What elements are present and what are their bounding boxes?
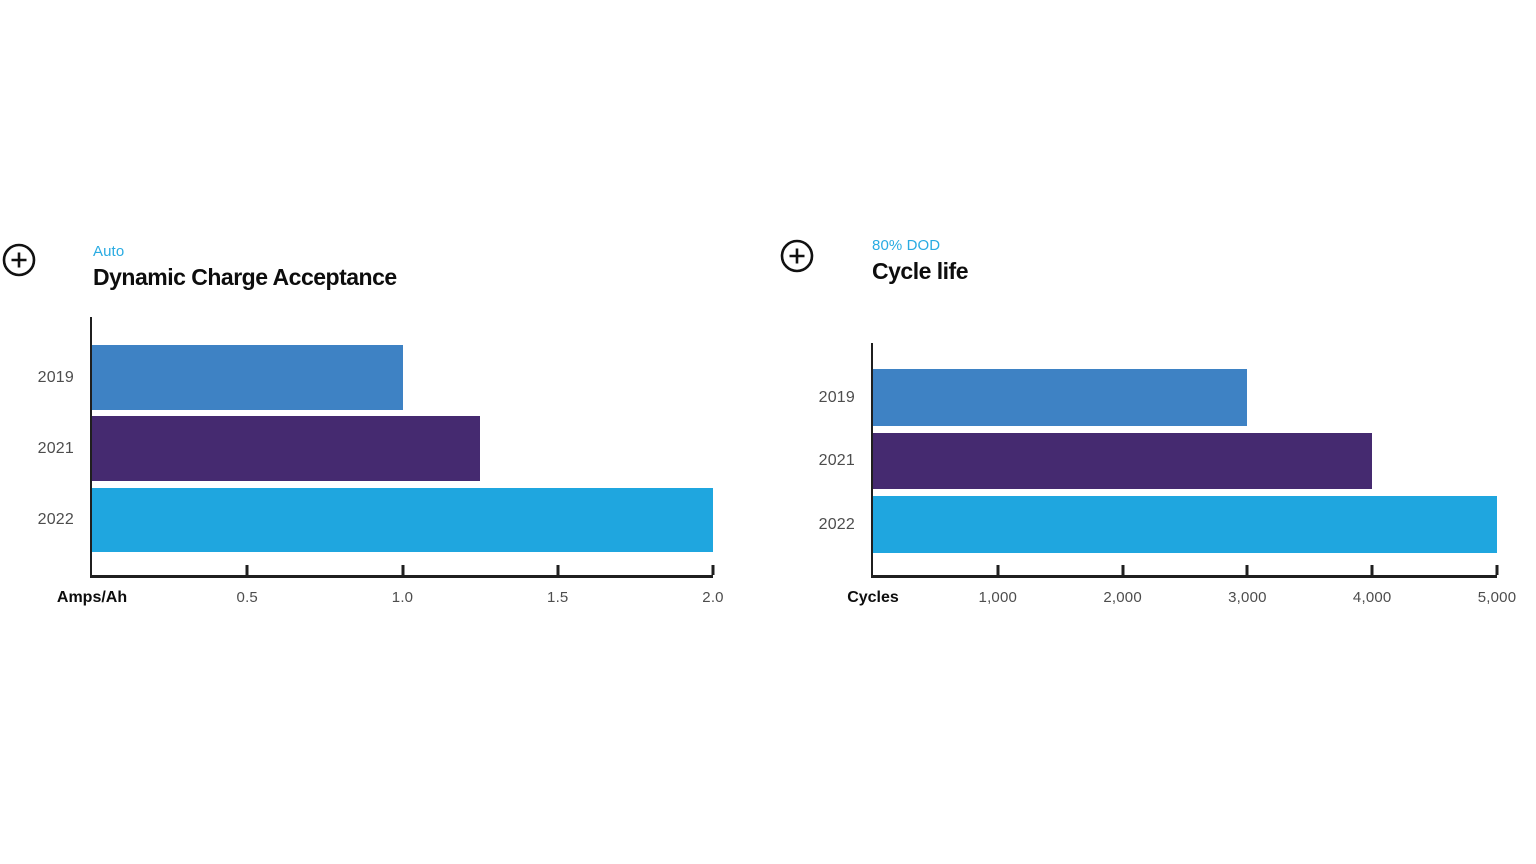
x-axis-tick: [401, 565, 404, 575]
x-axis-tick: [711, 565, 715, 575]
plus-circle-icon: [2, 243, 36, 280]
bar-2019: [873, 369, 1248, 426]
chart-cycle-life: 80% DOD Cycle life 2019 2021 2022 1,000 2…: [780, 236, 1528, 632]
category-label: 2021: [818, 452, 855, 469]
x-axis-unit-label: Cycles: [847, 589, 899, 606]
bar-2022: [92, 488, 713, 552]
x-axis-tick: [996, 565, 1000, 575]
category-label: 2022: [818, 515, 855, 533]
bar-chart-plot: 2019 2021 2022 0.5 1.0 1.5 2.0 Amps/Ah: [38, 317, 724, 606]
category-label: 2019: [818, 388, 855, 406]
x-axis-tick: [1121, 565, 1125, 575]
x-axis-unit-label: Amps/Ah: [56, 589, 128, 606]
x-axis-tick-label: 5,000: [1477, 589, 1517, 606]
x-axis-tick: [1370, 565, 1374, 575]
chart-dynamic-charge-acceptance: Auto Dynamic Charge Acceptance 2019 2021…: [2, 242, 742, 632]
x-axis-tick-label: 1,000: [978, 589, 1018, 606]
expand-chart-button[interactable]: [780, 239, 814, 273]
chart-title: Cycle life: [872, 258, 969, 284]
bar-2019: [92, 345, 403, 410]
chart-subtitle: 80% DOD: [872, 237, 941, 254]
expand-chart-button[interactable]: [2, 243, 36, 277]
bar-2021: [873, 433, 1373, 489]
x-axis-tick-label: 1.0: [391, 589, 414, 606]
bar-row: 2021: [819, 433, 1497, 489]
bar-row: 2022: [38, 488, 713, 552]
x-axis-tick: [245, 565, 249, 575]
x-axis-tick-labels: 1,000 2,000 3,000 4,000 5,000: [873, 589, 1517, 609]
x-axis-tick: [1245, 565, 1249, 575]
x-axis-tick-label: 2.0: [702, 589, 724, 606]
x-axis-tick-label: 4,000: [1352, 589, 1392, 606]
bar-row: 2019: [819, 369, 1497, 426]
category-label: 2021: [37, 439, 74, 457]
chart-title: Dynamic Charge Acceptance: [93, 264, 397, 290]
x-axis-tick-label: 1.5: [547, 589, 569, 606]
chart-header: Auto Dynamic Charge Acceptance: [93, 242, 397, 291]
x-axis-tick-label: 0.5: [236, 589, 258, 606]
category-label: 2022: [37, 511, 74, 528]
x-axis-tick: [1495, 565, 1499, 575]
x-axis-tick-label: 2,000: [1103, 589, 1142, 606]
chart-subtitle: Auto: [93, 243, 125, 260]
bar-2021: [92, 416, 481, 481]
x-axis-tick-labels: 0.5 1.0 1.5 2.0: [92, 589, 724, 609]
x-axis-tick-label: 3,000: [1228, 589, 1267, 606]
plus-circle-icon: [780, 239, 814, 276]
chart-header: 80% DOD Cycle life: [872, 236, 969, 285]
bar-row: 2019: [38, 345, 713, 410]
bar-chart-plot: 2019 2021 2022 1,000 2,000 3,000 4,000 5,000…: [819, 343, 1516, 606]
bar-row: 2021: [38, 416, 713, 481]
x-axis-tick: [556, 565, 560, 575]
bar-row: 2022: [819, 496, 1497, 553]
category-label: 2019: [37, 368, 74, 386]
bar-2022: [873, 496, 1497, 553]
